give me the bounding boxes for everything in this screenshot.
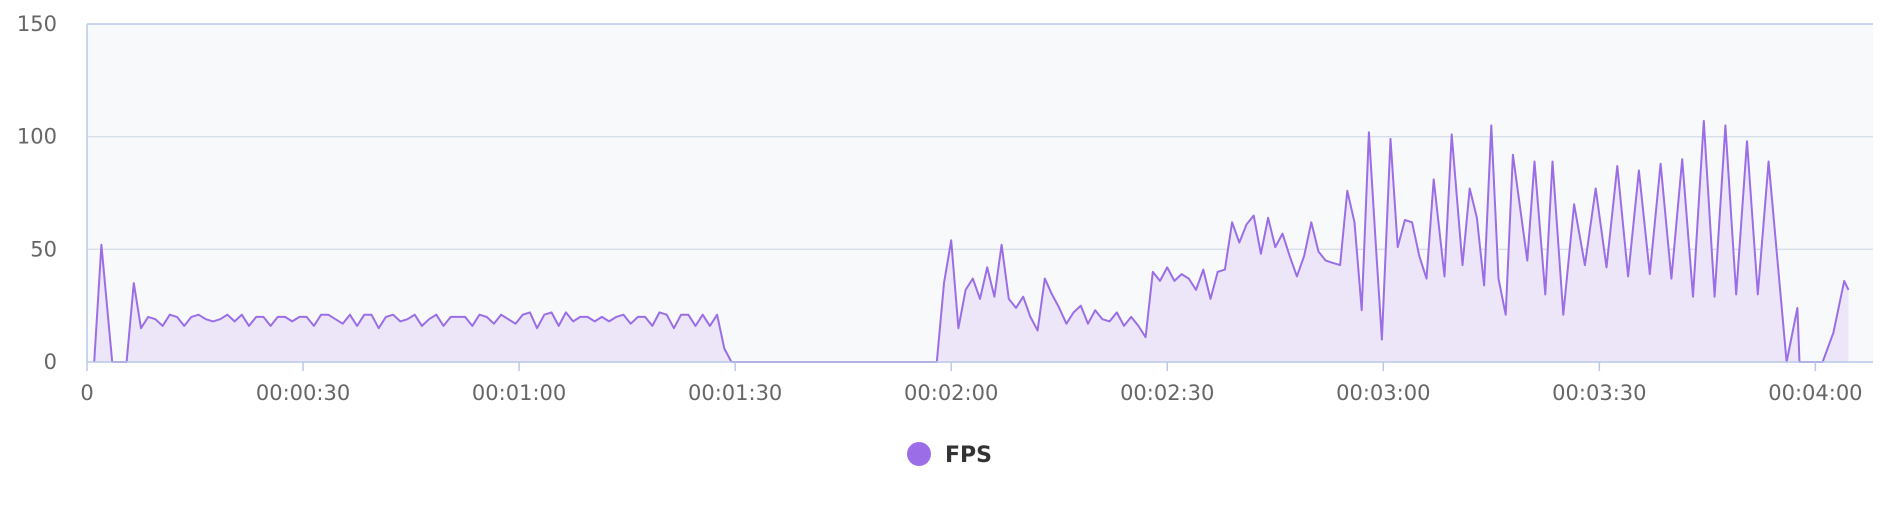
x-tick-label: 00:03:30 [1552,381,1646,405]
axes [86,23,1873,363]
y-tick-label: 0 [44,350,57,374]
x-axis-ticks: 0 00:00:30 00:01:00 00:01:30 00:02:00 00:02:3… [80,362,1863,405]
legend[interactable]: FPS [907,442,992,468]
fps-line [93,119,1850,363]
legend-marker-fps[interactable] [907,442,931,466]
legend-label-fps[interactable]: FPS [945,443,992,468]
x-tick-label: 00:04:00 [1768,381,1862,405]
fps-area [94,120,1849,363]
x-tick-label: 00:02:30 [1120,381,1214,405]
x-tick-label: 0 [80,381,93,405]
x-tick-label: 00:01:00 [472,381,566,405]
y-tick-label: 150 [17,12,57,36]
x-tick-label: 00:00:30 [256,381,350,405]
y-axis-ticks: 0 50 100 150 [17,12,57,374]
y-tick-label: 50 [30,237,57,261]
x-tick-label: 00:01:30 [688,381,782,405]
x-tick-label: 00:03:00 [1336,381,1430,405]
x-tick-label: 00:02:00 [904,381,998,405]
y-tick-label: 100 [17,125,57,149]
